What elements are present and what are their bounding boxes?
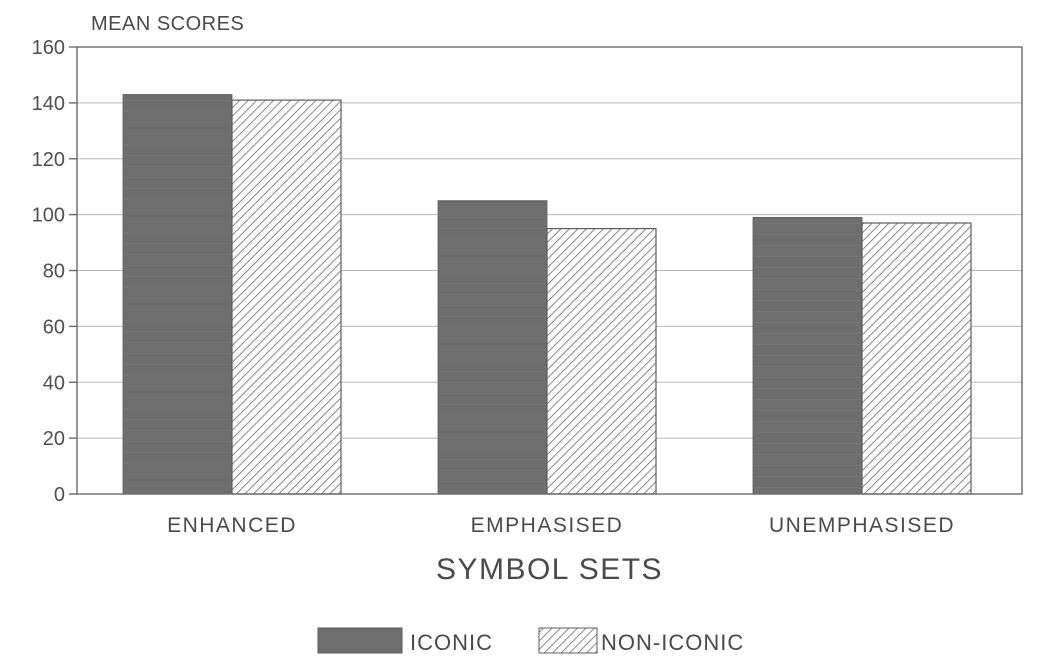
- x-category-label-emphasised: EMPHASISED: [471, 514, 624, 537]
- bars: [122, 94, 972, 495]
- bar-enhanced-iconic: [122, 94, 233, 495]
- y-tick-label-40: 40: [43, 372, 65, 394]
- y-tick-label-120: 120: [32, 149, 65, 171]
- legend-swatch-non-iconic: [538, 627, 598, 654]
- legend-label-iconic: ICONIC: [410, 630, 493, 655]
- bar-emphasised-iconic: [437, 200, 548, 495]
- y-tick-label-140: 140: [32, 93, 65, 115]
- y-tick-label-0: 0: [54, 484, 65, 506]
- x-axis-categories: ENHANCED EMPHASISED UNEMPHASISED: [167, 514, 955, 537]
- legend: ICONIC NON-ICONIC: [317, 627, 744, 655]
- y-tick-label-20: 20: [43, 428, 65, 450]
- y-tick-label-60: 60: [43, 316, 65, 338]
- bar-enhanced-non-iconic: [231, 99, 342, 495]
- bar-emphasised-non-iconic: [546, 227, 657, 495]
- y-tick-label-160: 160: [32, 37, 65, 59]
- y-axis-title: MEAN SCORES: [91, 13, 244, 35]
- y-tick-label-80: 80: [43, 261, 65, 283]
- bar-unemphasised-non-iconic: [861, 222, 972, 495]
- legend-swatch-iconic: [317, 627, 403, 654]
- y-axis-ticks: 0 20 40 60 80 100 120 140 160: [32, 37, 77, 506]
- y-tick-label-100: 100: [32, 205, 65, 227]
- x-category-label-unemphasised: UNEMPHASISED: [769, 514, 955, 537]
- x-axis-title: SYMBOL SETS: [436, 553, 663, 586]
- x-category-label-enhanced: ENHANCED: [167, 514, 297, 537]
- legend-label-non-iconic: NON-ICONIC: [601, 630, 744, 655]
